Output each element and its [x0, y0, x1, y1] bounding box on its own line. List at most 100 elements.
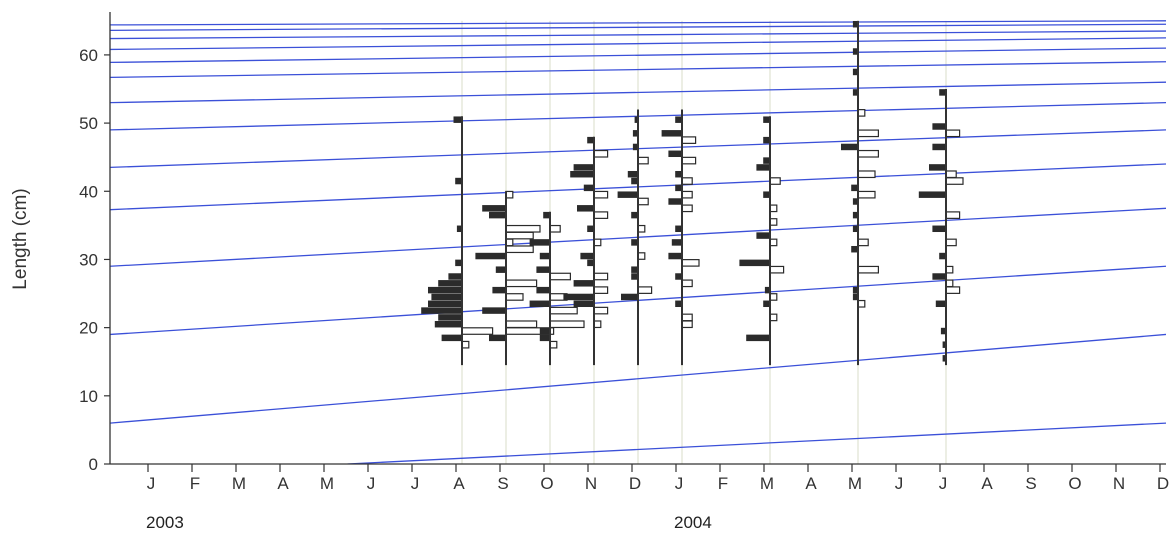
open-bar: [593, 306, 609, 315]
filled-bar: [852, 286, 858, 294]
open-bar: [505, 224, 541, 233]
open-bar: [637, 286, 653, 294]
month-label: F: [718, 474, 728, 493]
filled-bar: [438, 314, 462, 321]
filled-bar: [852, 225, 858, 233]
histograms: [421, 20, 964, 366]
labels: 0 10 20 30 40 50 60 J F M A M J J A S O N D J F M A M J J A S O N D 200…: [79, 46, 1169, 532]
filled-bar: [632, 143, 638, 151]
filled-bar: [852, 48, 858, 55]
month-label: F: [190, 474, 200, 493]
filled-bar: [455, 177, 462, 185]
filled-bar: [573, 280, 594, 287]
filled-bar: [841, 143, 858, 151]
filled-bar: [431, 293, 462, 301]
open-bar: [945, 279, 954, 288]
filled-bar: [671, 239, 682, 246]
filled-bar: [573, 164, 594, 171]
filled-bar: [763, 116, 770, 123]
growth-curve: [110, 23, 1166, 32]
open-bar: [681, 320, 693, 329]
filled-bar: [763, 191, 770, 198]
month-label: J: [411, 474, 420, 493]
open-bar: [681, 279, 693, 288]
open-bar: [593, 272, 609, 281]
open-bar: [945, 265, 954, 274]
open-bar: [857, 265, 879, 274]
filled-bar: [583, 184, 594, 192]
filled-bar: [675, 300, 682, 308]
open-bar: [857, 238, 869, 247]
filled-bar: [587, 136, 594, 144]
filled-bar: [939, 252, 946, 260]
filled-bar: [617, 191, 638, 198]
open-bar: [549, 224, 561, 233]
growth-curve: [110, 61, 1166, 79]
year-label: 2004: [674, 513, 712, 532]
filled-bar: [675, 116, 682, 123]
growth-curve: [110, 20, 1166, 26]
filled-bar: [675, 170, 682, 178]
open-bar: [945, 286, 961, 294]
filled-bar: [942, 341, 946, 348]
filled-bar: [529, 239, 550, 246]
open-bar: [681, 313, 693, 322]
filled-bar: [675, 184, 682, 192]
growth-curve: [110, 37, 1166, 51]
y-tick-label: 50: [79, 114, 98, 133]
open-bar: [857, 109, 866, 117]
filled-bar: [539, 334, 550, 342]
filled-bar: [634, 116, 638, 123]
filled-bar: [539, 327, 550, 335]
open-bar: [769, 204, 778, 213]
filled-bar: [438, 280, 462, 287]
open-bar: [945, 129, 961, 138]
y-axis-title: Length (cm): [10, 188, 31, 289]
y-tick-label: 30: [79, 250, 98, 269]
growth-curve: [110, 333, 1166, 424]
axes: [104, 12, 1166, 472]
month-label: M: [320, 474, 334, 493]
month-label: M: [848, 474, 862, 493]
filled-bar: [539, 252, 550, 260]
open-bar: [681, 190, 693, 199]
filled-bar: [456, 225, 462, 233]
filled-bar: [852, 293, 858, 301]
filled-bar: [627, 170, 638, 178]
filled-bar: [573, 300, 594, 308]
open-bar: [769, 313, 778, 322]
open-bar: [681, 204, 693, 213]
filled-bar: [482, 205, 506, 212]
filled-bar: [434, 320, 462, 328]
month-label: J: [675, 474, 684, 493]
open-bar: [857, 129, 879, 138]
open-bar: [637, 224, 646, 233]
open-bar: [593, 149, 609, 158]
filled-bar: [563, 293, 594, 301]
open-bar: [593, 320, 602, 329]
open-bar: [505, 279, 538, 288]
filled-bar: [495, 266, 506, 273]
open-bar: [681, 177, 693, 185]
filled-bar: [942, 355, 946, 362]
y-tick-label: 20: [79, 319, 98, 338]
filled-bar: [675, 225, 682, 233]
filled-bar: [929, 164, 946, 171]
open-bar: [505, 190, 514, 199]
month-label: D: [1157, 474, 1169, 493]
y-tick-label: 60: [79, 46, 98, 65]
filled-bar: [621, 293, 638, 301]
open-bar: [769, 265, 785, 274]
filled-bar: [587, 225, 594, 233]
open-bar: [637, 197, 649, 206]
open-bar: [593, 238, 602, 247]
open-bar: [945, 177, 964, 185]
filled-bar: [939, 89, 946, 96]
open-bar: [593, 211, 609, 219]
filled-bar: [756, 232, 770, 239]
filled-bar: [631, 177, 638, 185]
y-tick-label: 0: [89, 455, 98, 474]
filled-bar: [455, 259, 462, 267]
month-label: J: [895, 474, 904, 493]
